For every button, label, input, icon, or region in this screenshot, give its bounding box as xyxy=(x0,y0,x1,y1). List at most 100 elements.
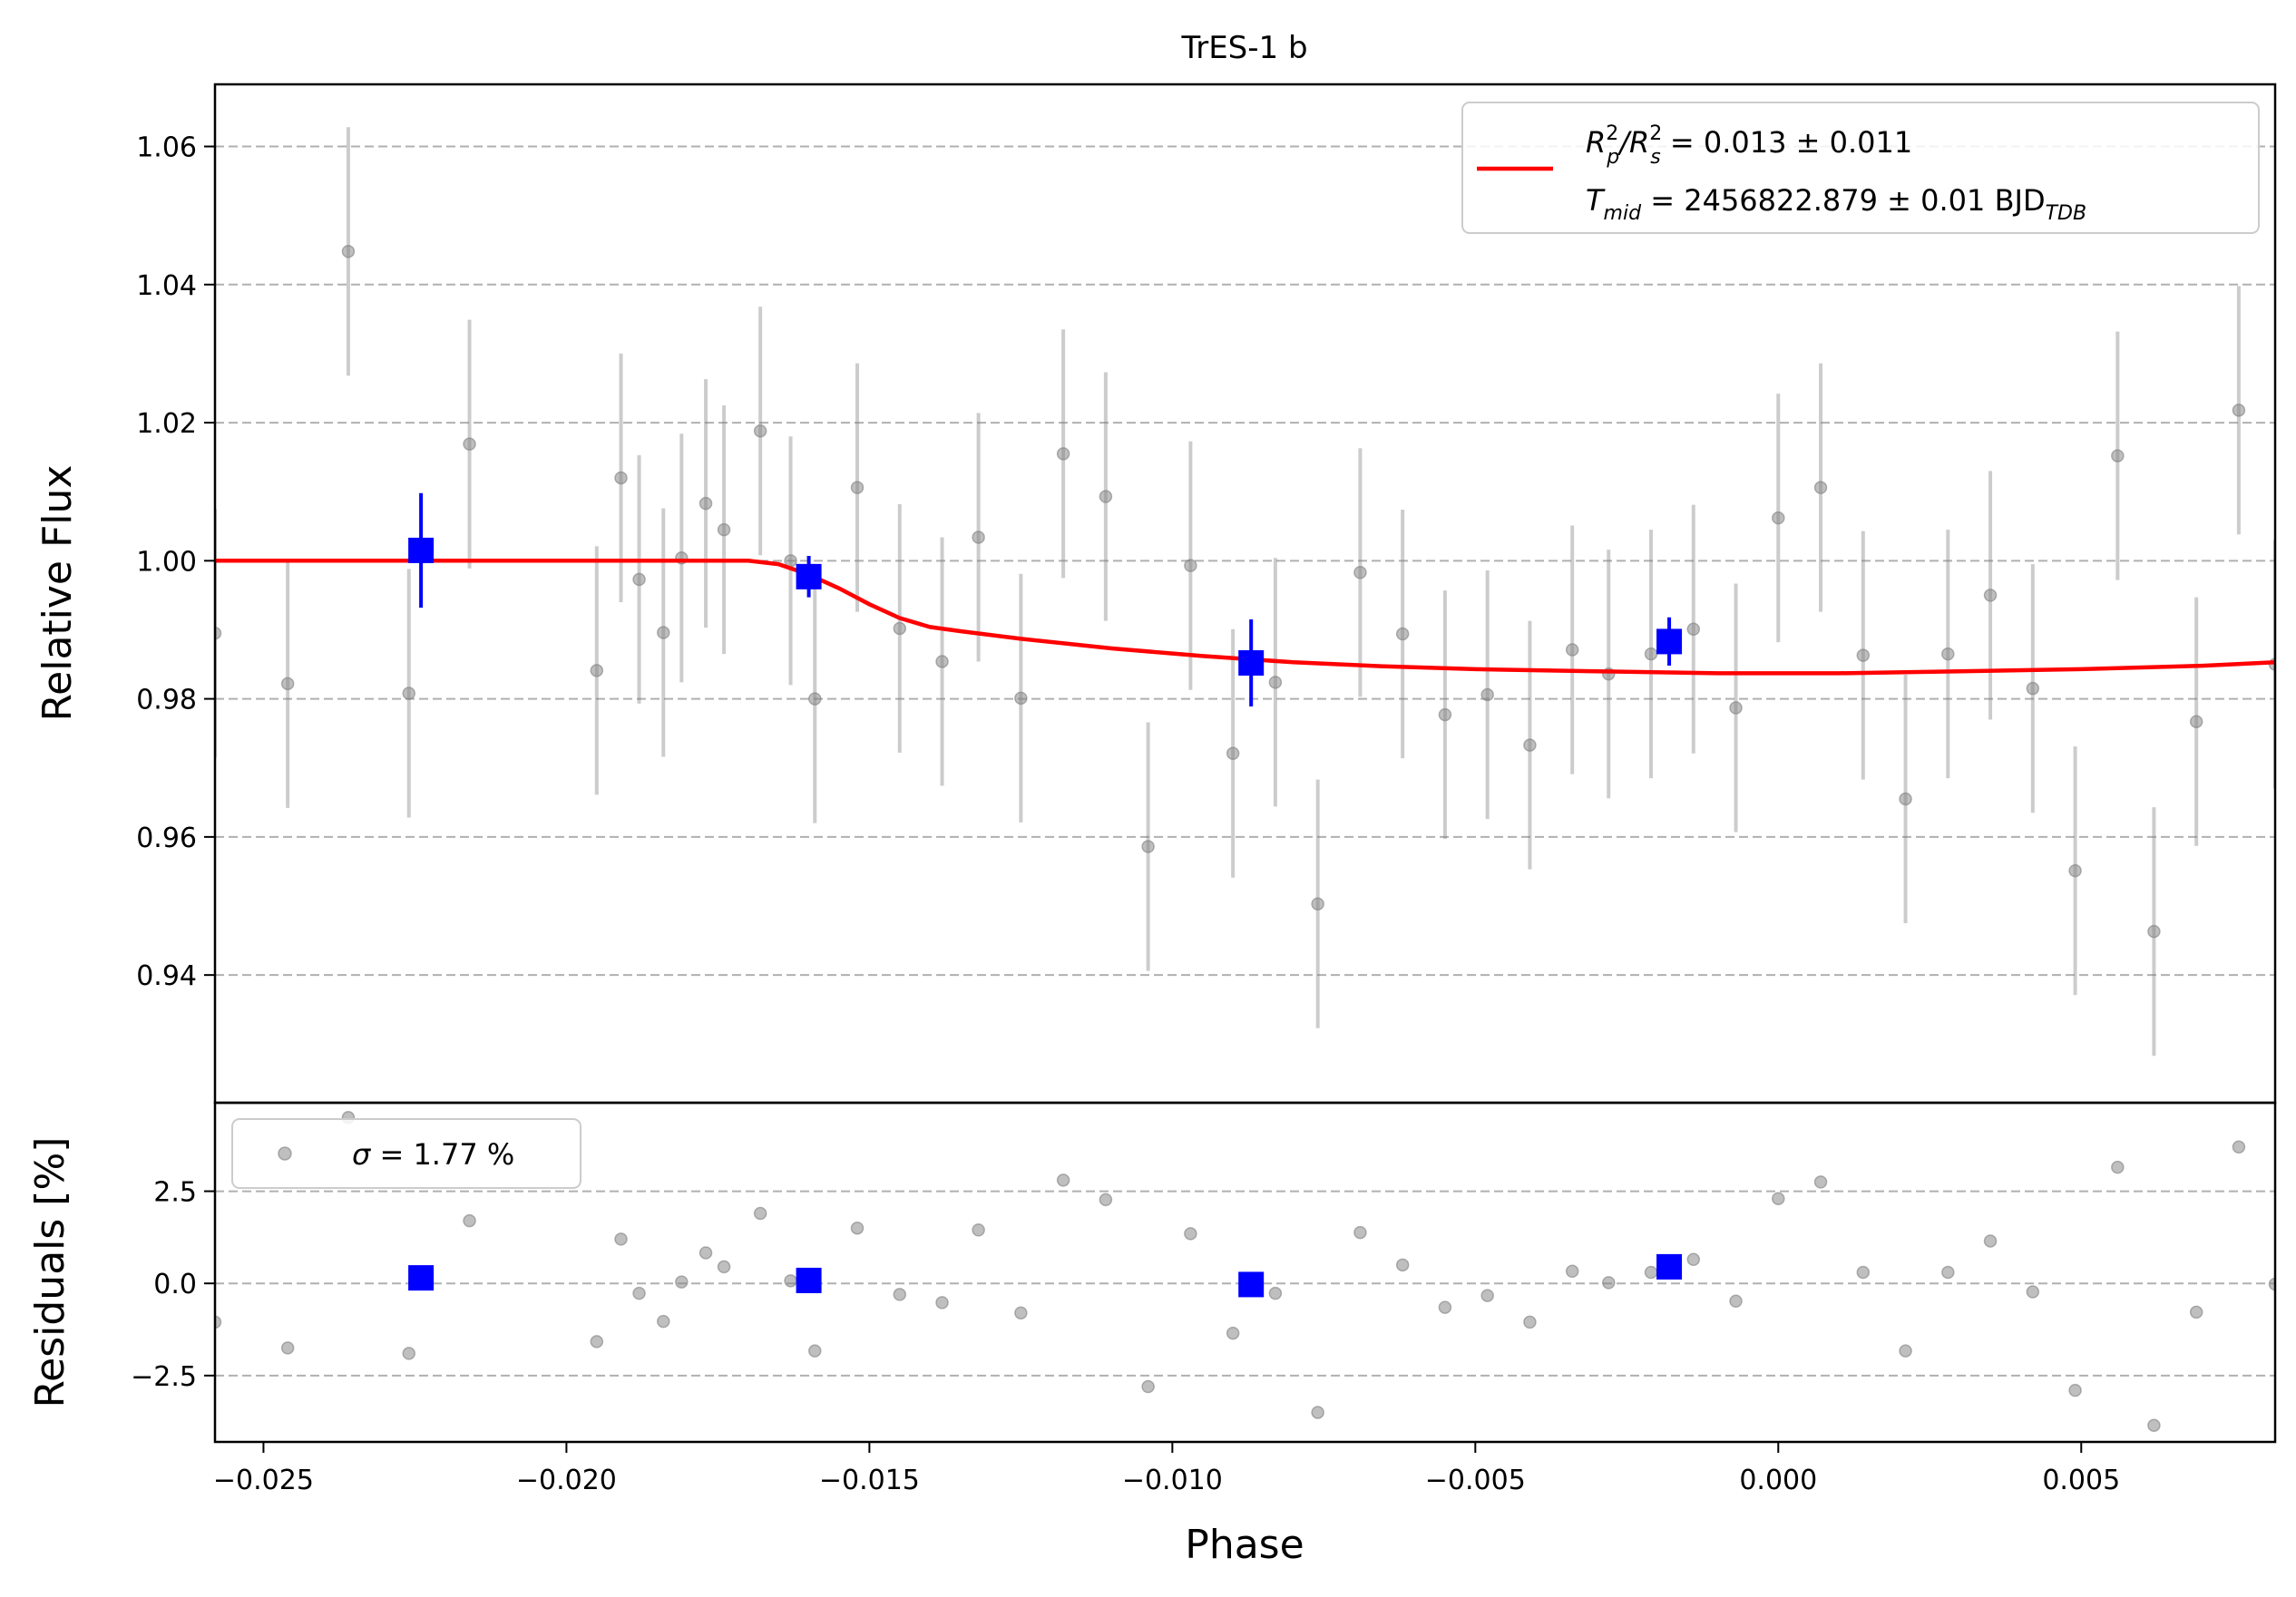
top-binned-points xyxy=(408,492,1683,706)
legend-tdb-sub: TDB xyxy=(2046,202,2086,225)
raw-residual-point xyxy=(972,1223,985,1237)
raw-data-point xyxy=(1729,701,1743,715)
raw-data-point xyxy=(1523,738,1537,752)
raw-data-point xyxy=(717,522,731,537)
legend-sigma-symbol: σ xyxy=(352,1137,372,1172)
legend-rs-sup: 2 xyxy=(1649,122,1662,145)
raw-data-point xyxy=(1141,840,1155,853)
bottom-raw-residuals xyxy=(215,1111,2275,1432)
x-tick-label: 0.005 xyxy=(2042,1465,2120,1496)
raw-data-point xyxy=(1856,648,1871,662)
raw-data-point xyxy=(1899,792,1912,806)
top-legend: R2 p/R2 s = 0.013 ± 0.011 Tmid = 2456822.8… xyxy=(1461,102,2260,234)
raw-data-point xyxy=(590,664,604,677)
raw-data-point xyxy=(2068,863,2082,878)
bottom-binned-residuals xyxy=(408,1253,1683,1298)
legend-residual-marker xyxy=(278,1146,292,1161)
raw-residual-point xyxy=(1311,1406,1324,1419)
raw-data-point xyxy=(1395,627,1410,641)
raw-residual-point xyxy=(850,1221,865,1235)
raw-data-point xyxy=(632,572,646,587)
raw-data-point xyxy=(808,692,822,706)
chart-title: TrES-1 b xyxy=(1180,30,1307,66)
legend-rs-sub: s xyxy=(1650,146,1660,169)
raw-residual-point xyxy=(2232,1140,2246,1154)
binned-data-point xyxy=(796,563,822,589)
x-tick-label: 0.000 xyxy=(1739,1465,1817,1496)
raw-residual-point xyxy=(1899,1344,1912,1358)
bottom-gridlines xyxy=(215,1190,2275,1377)
top-y-tick-label: 0.98 xyxy=(136,685,197,716)
raw-data-point xyxy=(215,627,222,640)
raw-data-point xyxy=(657,626,670,639)
raw-residual-point xyxy=(1056,1173,1070,1187)
raw-residual-point xyxy=(1729,1294,1743,1308)
raw-data-point xyxy=(2026,681,2040,696)
bottom-panel-frame xyxy=(213,1101,2277,1444)
raw-residual-point xyxy=(935,1296,949,1310)
bottom-y-axis-ticks: −2.5 0.0 2.5 xyxy=(131,1177,215,1393)
raw-residual-point xyxy=(463,1213,476,1228)
raw-residual-point xyxy=(2147,1418,2161,1432)
raw-residual-point xyxy=(614,1232,628,1246)
raw-residual-point xyxy=(2068,1383,2082,1397)
raw-residual-point xyxy=(1644,1265,1658,1280)
top-raw-points xyxy=(215,127,2275,1057)
raw-residual-point xyxy=(1226,1326,1240,1340)
binned-residual-point xyxy=(408,1265,435,1291)
raw-residual-point xyxy=(784,1274,797,1288)
raw-data-point xyxy=(1268,676,1283,689)
raw-residual-point xyxy=(1184,1227,1197,1241)
raw-data-point xyxy=(2147,924,2161,939)
raw-data-point xyxy=(2232,404,2246,417)
raw-residual-point xyxy=(1941,1265,1955,1280)
bottom-y-tick-label: −2.5 xyxy=(131,1361,197,1393)
binned-data-point xyxy=(1656,628,1683,655)
raw-residual-point xyxy=(1523,1315,1537,1329)
x-tick-label: −0.005 xyxy=(1425,1465,1526,1496)
raw-residual-point xyxy=(1014,1306,1028,1319)
raw-residual-point xyxy=(2189,1305,2203,1319)
raw-residual-point xyxy=(675,1275,689,1289)
raw-residual-point xyxy=(717,1260,731,1274)
raw-data-point xyxy=(972,531,985,544)
top-y-tick-label: 1.04 xyxy=(136,270,197,302)
bottom-panel: −2.5 0.0 2.5 Residuals [%] σ = 1.77 % xyxy=(27,1101,2277,1444)
bottom-y-tick-label: 0.0 xyxy=(153,1269,197,1300)
raw-data-point xyxy=(1480,687,1494,702)
binned-data-point xyxy=(1238,650,1265,677)
bottom-y-tick-label: 2.5 xyxy=(153,1177,197,1209)
bottom-legend: σ = 1.77 % xyxy=(231,1118,581,1189)
raw-residual-point xyxy=(1565,1264,1579,1279)
raw-data-point xyxy=(341,244,356,258)
binned-residual-point xyxy=(1656,1253,1683,1280)
raw-data-point xyxy=(1686,622,1701,636)
raw-residual-point xyxy=(1480,1289,1494,1302)
raw-residual-point xyxy=(657,1314,670,1329)
raw-data-point xyxy=(1099,490,1113,503)
x-axis-ticks: −0.025 −0.020 −0.015 −0.010 −0.005 0.000 0.005 xyxy=(213,1442,2120,1496)
top-y-tick-label: 1.02 xyxy=(136,408,197,440)
raw-data-point xyxy=(1941,647,1955,661)
raw-data-point xyxy=(850,481,865,494)
top-y-tick-label: 0.96 xyxy=(136,823,197,854)
raw-data-point xyxy=(753,424,767,438)
raw-residual-point xyxy=(1268,1286,1283,1300)
raw-residual-point xyxy=(753,1206,767,1221)
raw-data-point xyxy=(2189,715,2203,728)
raw-residual-point xyxy=(1813,1175,1828,1189)
top-y-tick-label: 0.94 xyxy=(136,960,197,992)
raw-residual-point xyxy=(280,1341,295,1355)
legend-tmid-value: = 2456822.879 ± 0.01 BJD xyxy=(1641,183,2046,218)
top-legend-box xyxy=(1461,102,2260,234)
raw-data-point xyxy=(1438,707,1452,722)
legend-rp-sub: p xyxy=(1606,146,1619,169)
raw-residual-point xyxy=(2268,1277,2275,1291)
raw-residual-point xyxy=(1353,1225,1367,1240)
raw-data-point xyxy=(1226,746,1240,761)
top-y-tick-label: 1.06 xyxy=(136,132,197,164)
raw-data-point xyxy=(893,621,907,636)
legend-rs-r: /R xyxy=(1617,125,1649,160)
raw-residual-point xyxy=(1099,1193,1113,1207)
